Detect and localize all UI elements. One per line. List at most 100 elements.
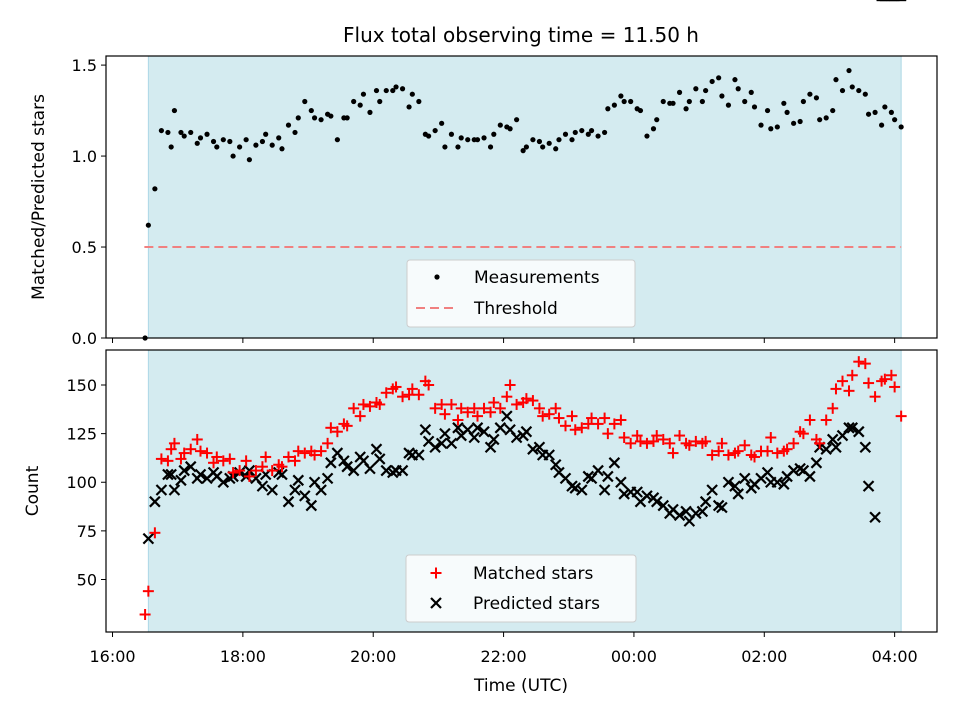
measurement-point: [292, 129, 298, 136]
measurement-point: [732, 77, 738, 83]
measurement-point: [556, 137, 562, 143]
matched-star-point: [504, 379, 516, 391]
matched-star-point: [608, 418, 620, 430]
matched-star-point: [830, 383, 842, 395]
predicted-star-point: [787, 464, 800, 477]
bottom-y-axis-label: Count: [23, 465, 43, 516]
measurement-point: [611, 102, 617, 108]
predicted-star-point: [853, 425, 865, 438]
predicted-star-point: [716, 501, 728, 514]
measurement-point: [830, 107, 836, 114]
measurement-point: [507, 126, 513, 132]
measurement-point: [188, 129, 194, 136]
matched-star-point: [175, 453, 187, 465]
measurement-point: [439, 120, 445, 126]
predicted-star-point: [429, 441, 441, 454]
predicted-star-point: [706, 484, 718, 496]
measurement-point: [230, 153, 236, 159]
predicted-star-point: [696, 505, 709, 518]
measurement-point: [295, 115, 301, 121]
matched-star-point: [683, 439, 695, 451]
matched-star-point: [468, 402, 480, 414]
measurement-point: [569, 137, 575, 143]
predicted-star-point: [325, 457, 337, 469]
measurement-point: [279, 146, 285, 152]
measurement-point: [588, 127, 595, 134]
measurement-point: [572, 129, 578, 136]
predicted-star-point: [168, 484, 181, 496]
matched-star-point: [569, 424, 581, 436]
measurement-point: [360, 91, 367, 97]
predicted-star-point: [862, 480, 875, 492]
matched-star-point: [155, 453, 167, 465]
predicted-star-point: [217, 476, 230, 489]
predicted-star-point: [276, 468, 288, 481]
measurement-point: [491, 131, 497, 137]
measurement-point: [670, 100, 676, 106]
predicted-star-point: [299, 490, 311, 502]
matched-star-point: [139, 608, 151, 620]
y-tick-label: 75: [77, 522, 97, 541]
x-tick-label: 02:00: [741, 647, 787, 666]
matched-star-point: [700, 435, 712, 447]
matched-star-point: [651, 430, 663, 442]
measurement-point: [145, 222, 151, 228]
measurement-point: [699, 98, 705, 105]
predicted-star-point: [142, 532, 155, 545]
matched-star-point: [406, 383, 418, 395]
matched-star-point: [462, 406, 474, 418]
measurement-point: [383, 87, 389, 94]
predicted-star-point: [289, 484, 301, 496]
matched-star-point: [309, 449, 321, 461]
matched-star-point: [762, 445, 774, 457]
measurement-point: [152, 186, 158, 192]
measurement-point: [725, 102, 732, 108]
measurement-point: [455, 144, 461, 150]
measurement-point: [879, 122, 885, 128]
matched-star-point: [599, 412, 611, 424]
matched-star-point: [195, 445, 207, 457]
matched-star-point: [537, 410, 549, 422]
predicted-star-point: [178, 464, 190, 477]
matched-star-point: [217, 455, 229, 467]
chart-title: Flux total observing time = 11.50 h: [343, 23, 699, 47]
predicted-star-point: [149, 495, 161, 508]
y-tick-label: 1.5: [72, 56, 97, 75]
measurement-point: [302, 98, 308, 105]
x-axis-label: Time (UTC): [473, 676, 568, 696]
measurement-point: [393, 84, 399, 90]
matched-star-point: [488, 397, 500, 409]
matched-star-point: [771, 447, 783, 459]
measurement-point: [523, 144, 529, 150]
predicted-star-point: [543, 449, 555, 461]
matched-star-point: [722, 449, 734, 461]
matched-star-point: [533, 402, 545, 414]
measurement-point: [676, 89, 683, 95]
measurement-point: [703, 87, 709, 94]
measurement-point: [158, 127, 164, 134]
matched-star-point: [550, 402, 562, 414]
matched-star-point: [374, 398, 386, 410]
legend-matched-label: Matched stars: [473, 564, 593, 584]
measurement-point: [243, 137, 249, 143]
matched-star-point: [879, 373, 891, 385]
predicted-star-point: [184, 460, 197, 473]
measurement-point: [618, 93, 624, 99]
matched-star-point: [348, 402, 360, 414]
measurement-point: [800, 98, 806, 105]
predicted-star-point: [347, 464, 360, 477]
y-tick-label: 0.5: [72, 238, 97, 257]
measurement-point: [764, 107, 771, 114]
matched-star-point: [804, 414, 816, 426]
measurement-point: [194, 140, 200, 146]
measurement-point: [426, 133, 432, 139]
matched-star-point: [511, 398, 523, 410]
measurement-point: [865, 111, 872, 117]
predicted-star-point: [292, 474, 305, 487]
measurement-point: [839, 87, 846, 94]
predicted-star-point: [549, 458, 562, 471]
measurement-point: [791, 120, 797, 126]
predicted-star-point: [165, 468, 177, 481]
measurement-point: [784, 109, 790, 115]
